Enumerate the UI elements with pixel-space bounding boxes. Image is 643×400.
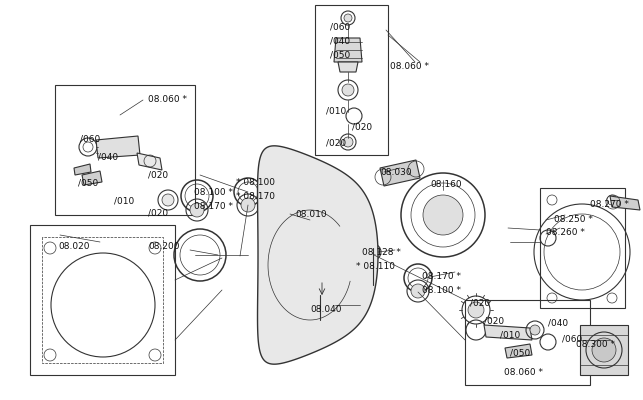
- Polygon shape: [137, 153, 162, 170]
- Text: 08.170 *: 08.170 *: [194, 202, 233, 211]
- Text: /020: /020: [326, 138, 346, 147]
- Circle shape: [530, 325, 540, 335]
- Polygon shape: [380, 160, 420, 186]
- Polygon shape: [505, 344, 532, 358]
- Circle shape: [592, 338, 616, 362]
- Text: /050: /050: [78, 178, 98, 187]
- Circle shape: [468, 302, 484, 318]
- Text: 08.060 *: 08.060 *: [390, 62, 429, 71]
- Text: 08.160: 08.160: [430, 180, 462, 189]
- Text: /040: /040: [330, 36, 350, 45]
- Circle shape: [272, 197, 348, 273]
- Text: 08.060 *: 08.060 *: [148, 95, 187, 104]
- Text: * 08.170: * 08.170: [236, 192, 275, 201]
- Circle shape: [162, 194, 174, 206]
- Circle shape: [365, 244, 381, 260]
- Circle shape: [292, 217, 328, 253]
- Text: 08.260 *: 08.260 *: [546, 228, 585, 237]
- Polygon shape: [82, 171, 102, 185]
- Text: 08.100 *: 08.100 *: [194, 188, 233, 197]
- Text: /040: /040: [548, 318, 568, 327]
- Circle shape: [344, 14, 352, 22]
- Text: /020: /020: [148, 208, 168, 217]
- Polygon shape: [96, 136, 140, 158]
- Text: /050: /050: [510, 348, 530, 357]
- Text: /020: /020: [470, 298, 490, 307]
- Polygon shape: [610, 196, 640, 210]
- Text: 08.040: 08.040: [310, 305, 341, 314]
- Text: /010: /010: [326, 106, 346, 115]
- Text: 08.250 *: 08.250 *: [554, 215, 593, 224]
- Text: /010: /010: [500, 330, 520, 339]
- Circle shape: [241, 198, 255, 212]
- Text: 08.060 *: 08.060 *: [504, 368, 543, 377]
- Text: 08.020: 08.020: [58, 242, 89, 251]
- Text: 08.300 *: 08.300 *: [576, 340, 615, 349]
- Text: /060: /060: [562, 334, 583, 343]
- Circle shape: [343, 137, 353, 147]
- Text: /060: /060: [80, 135, 100, 144]
- Polygon shape: [484, 325, 532, 340]
- Text: /020: /020: [148, 170, 168, 179]
- Text: /020: /020: [352, 122, 372, 131]
- Circle shape: [190, 203, 204, 217]
- Circle shape: [423, 195, 463, 235]
- Text: 08.010: 08.010: [295, 210, 327, 219]
- Text: 08.100 *: 08.100 *: [422, 286, 461, 295]
- Polygon shape: [74, 164, 91, 175]
- Polygon shape: [338, 62, 358, 72]
- Text: * 08.100: * 08.100: [236, 178, 275, 187]
- Text: 08.200: 08.200: [148, 242, 179, 251]
- Text: * 08.110: * 08.110: [356, 262, 395, 271]
- Text: 08.270 *: 08.270 *: [590, 200, 629, 209]
- Polygon shape: [334, 38, 362, 62]
- Polygon shape: [257, 146, 378, 364]
- Text: /040: /040: [98, 152, 118, 161]
- Circle shape: [312, 290, 328, 306]
- Circle shape: [282, 207, 338, 263]
- Text: /020: /020: [484, 316, 504, 325]
- Circle shape: [296, 291, 324, 319]
- Polygon shape: [580, 325, 628, 375]
- Text: /050: /050: [330, 50, 350, 59]
- Text: /060: /060: [330, 22, 350, 31]
- Text: /010: /010: [114, 196, 134, 205]
- Text: 08.030: 08.030: [380, 168, 412, 177]
- Circle shape: [411, 284, 425, 298]
- Text: 08.128 *: 08.128 *: [362, 248, 401, 257]
- Circle shape: [342, 84, 354, 96]
- Text: 08.170 *: 08.170 *: [422, 272, 461, 281]
- Polygon shape: [310, 312, 330, 325]
